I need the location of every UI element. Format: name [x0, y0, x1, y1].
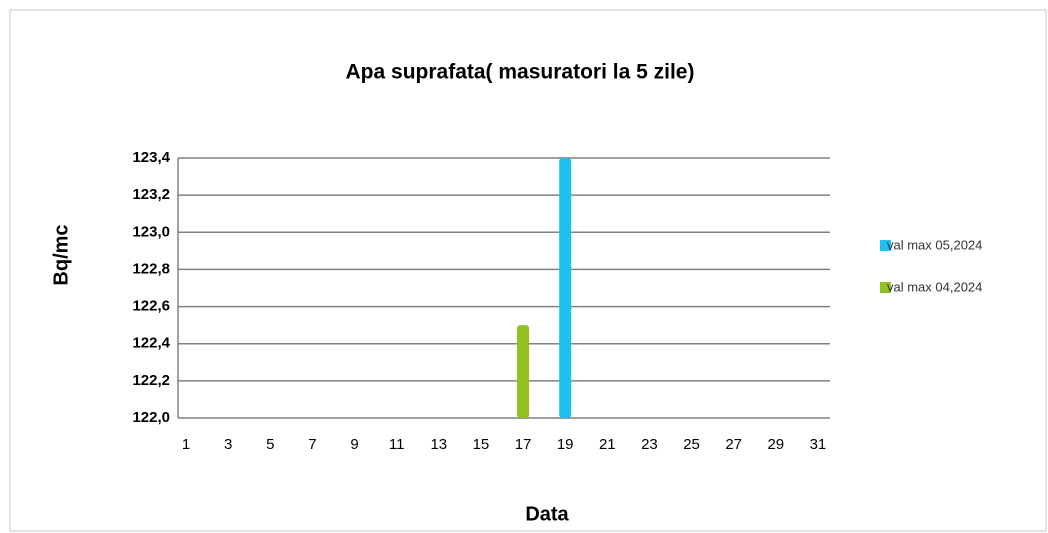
- x-tick-label: 13: [430, 436, 447, 453]
- x-tick-label: 31: [810, 436, 827, 453]
- y-tick-label: 122,8: [132, 260, 170, 277]
- chart-frame: [9, 9, 1047, 532]
- x-tick-label: 25: [683, 436, 700, 453]
- bar: [517, 325, 530, 418]
- y-tick-label: 123,4: [132, 149, 170, 166]
- x-tick-label: 15: [473, 436, 490, 453]
- x-tick-label: 3: [224, 436, 232, 453]
- x-tick-label: 21: [599, 436, 616, 453]
- x-tick-label: 1: [182, 436, 190, 453]
- y-tick-label: 122,2: [132, 372, 170, 389]
- x-axis-label: Data: [525, 503, 569, 525]
- legend-label: val max 04,2024: [887, 279, 982, 294]
- x-tick-label: 9: [350, 436, 358, 453]
- chart-title: Apa suprafata( masuratori la 5 zile): [346, 61, 695, 84]
- x-tick-label: 27: [725, 436, 742, 453]
- y-tick-label: 122,4: [132, 335, 170, 352]
- x-tick-label: 23: [641, 436, 658, 453]
- y-tick-label: 122,0: [132, 409, 170, 426]
- x-tick-label: 29: [767, 436, 784, 453]
- x-tick-label: 11: [389, 436, 405, 453]
- y-tick-label: 123,0: [132, 223, 170, 240]
- legend-label: val max 05,2024: [887, 237, 982, 252]
- x-tick-label: 19: [557, 436, 574, 453]
- y-axis-label: Bq/mc: [50, 224, 72, 285]
- y-tick-label: 123,2: [132, 186, 170, 203]
- x-tick-label: 17: [515, 436, 532, 453]
- bar: [559, 158, 572, 418]
- x-tick-label: 7: [308, 436, 316, 453]
- legend-swatch: [880, 282, 891, 293]
- y-tick-label: 122,6: [132, 298, 170, 315]
- x-tick-label: 5: [266, 436, 274, 453]
- legend-swatch: [880, 240, 891, 251]
